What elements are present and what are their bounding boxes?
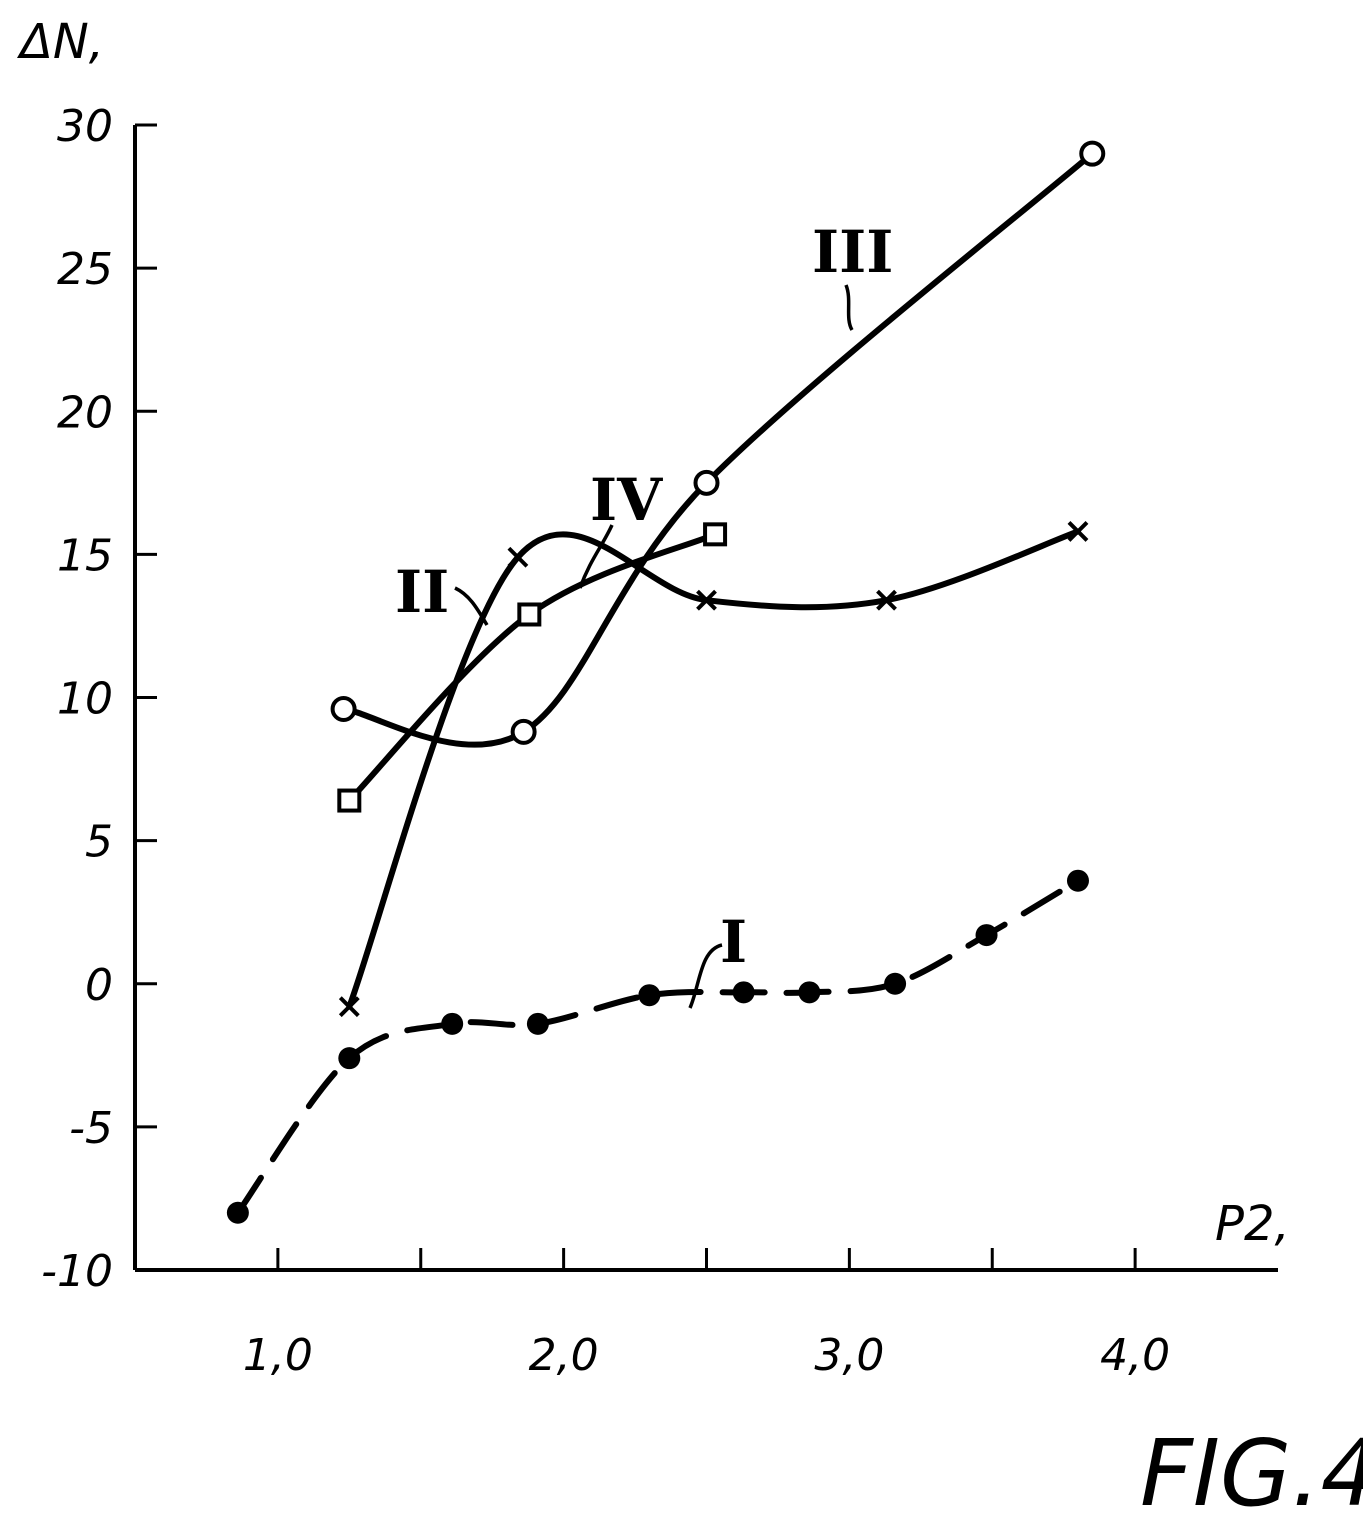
marker-III — [510, 718, 537, 745]
series-label-leader-II — [454, 586, 489, 626]
y-tick-label: -5 — [69, 1103, 113, 1154]
x-tick-label: 3,0 — [814, 1330, 884, 1381]
series-label-I: I — [720, 908, 747, 976]
figure-label: FIG.4 — [1140, 1420, 1363, 1520]
marker-II-stroke — [338, 996, 360, 1018]
axes: 30 25 20 15 10 5 0 -5 -10 1,0 2,0 3,0 4,0 — [41, 101, 1278, 1381]
y-tick-label: 20 — [57, 387, 113, 438]
marker-II — [338, 996, 360, 1018]
x-tick-label: 1,0 — [243, 1330, 313, 1381]
marker-I — [441, 1012, 464, 1035]
y-tick-label: 10 — [57, 674, 113, 725]
x-tick-label: 4,0 — [1100, 1330, 1170, 1381]
series-label-IV: IV — [590, 466, 663, 534]
y-tick-label: -10 — [41, 1246, 113, 1297]
marker-I — [338, 1047, 361, 1070]
marker-II — [507, 546, 529, 568]
x-axis-label: P2, — [1215, 1196, 1290, 1252]
marker-III — [693, 469, 720, 496]
y-axis-label: ΔN, — [16, 14, 104, 70]
marker-II — [876, 589, 897, 611]
y-tick-label: 0 — [85, 960, 113, 1011]
marker-II — [696, 589, 717, 611]
series-markers — [226, 140, 1106, 1224]
series-line-I — [234, 877, 1081, 1216]
series-label-leader-I — [688, 943, 723, 1009]
series-line-III — [340, 150, 1096, 748]
marker-I — [226, 1201, 249, 1224]
series-curves — [234, 150, 1096, 1216]
marker-IV — [703, 522, 728, 547]
marker-II-stroke — [876, 589, 897, 611]
marker-I — [975, 924, 998, 947]
marker-II-stroke — [507, 546, 529, 568]
marker-I — [732, 981, 755, 1004]
y-tick-label: 25 — [57, 244, 113, 295]
marker-I — [526, 1012, 549, 1035]
marker-III — [1079, 140, 1106, 167]
series-line-II — [346, 528, 1081, 1010]
series-label-II: II — [395, 558, 449, 626]
series-label-III: III — [812, 218, 893, 286]
marker-IV — [337, 788, 362, 813]
marker-I — [638, 984, 661, 1007]
series-label-leader-IV — [578, 524, 614, 589]
marker-II-stroke — [696, 589, 717, 611]
marker-IV — [517, 602, 542, 627]
marker-I — [798, 981, 821, 1004]
marker-II — [1067, 521, 1089, 542]
marker-I — [884, 972, 907, 995]
y-tick-label: 15 — [57, 530, 113, 581]
y-tick-label: 30 — [57, 101, 113, 152]
series-label-leader-III — [844, 284, 854, 331]
marker-I — [1066, 869, 1089, 892]
x-tick-label: 2,0 — [529, 1330, 599, 1381]
y-tick-label: 5 — [85, 817, 113, 868]
marker-II-stroke — [1067, 521, 1089, 542]
marker-III — [330, 695, 357, 722]
